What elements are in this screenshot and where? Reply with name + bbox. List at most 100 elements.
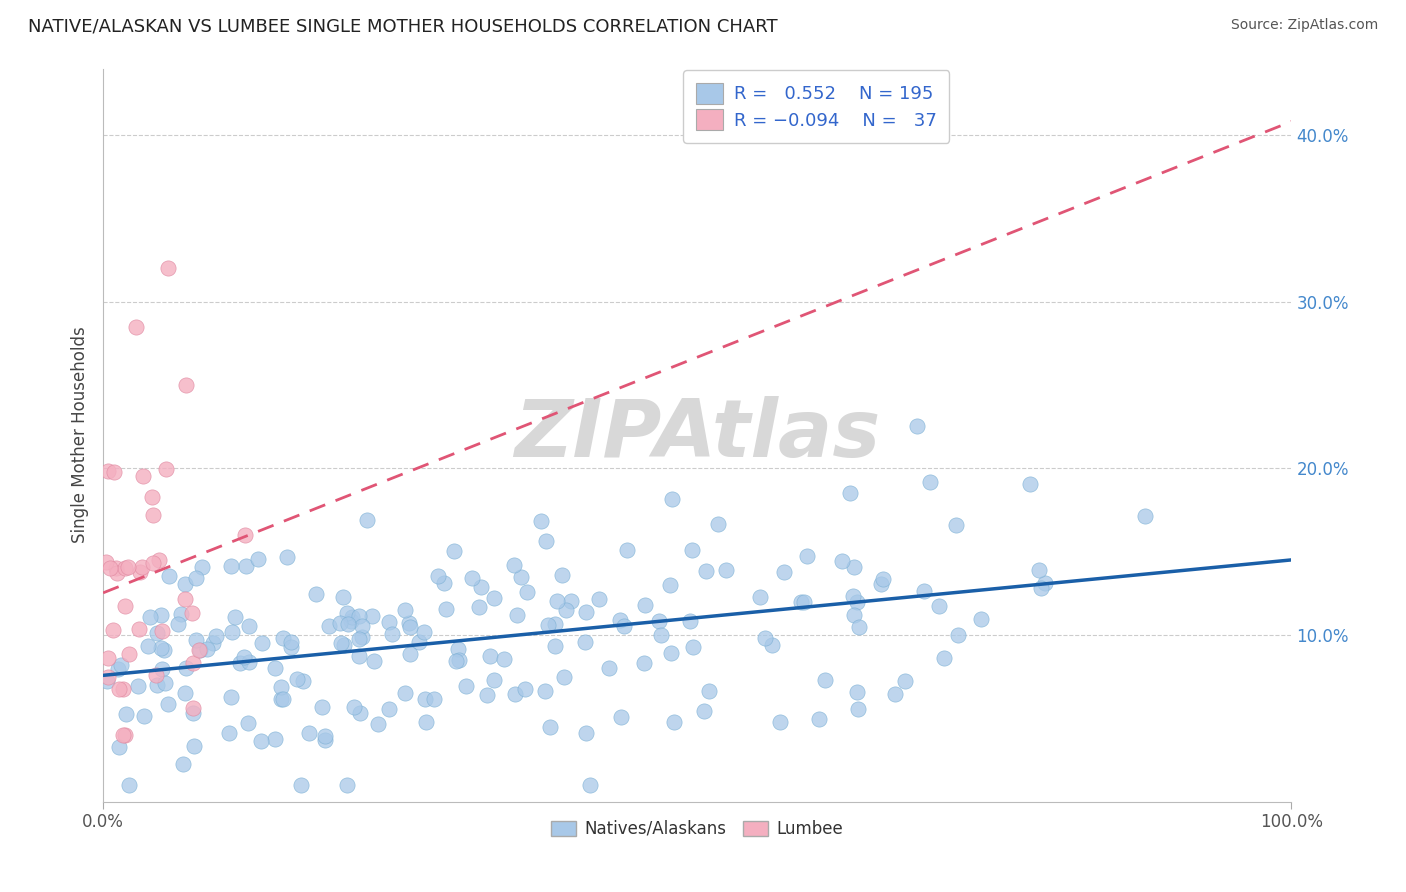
Point [176, 661, 198, 675]
Point [150, 624, 173, 639]
Point [505, 607, 527, 622]
Point [616, 543, 638, 558]
Point [350, 619, 373, 633]
Point [186, 571, 208, 585]
Point [232, 649, 254, 664]
Point [188, 643, 211, 657]
Text: NATIVE/ALASKAN VS LUMBEE SINGLE MOTHER HOUSEHOLDS CORRELATION CHART: NATIVE/ALASKAN VS LUMBEE SINGLE MOTHER H… [28, 18, 778, 36]
Point [378, 702, 401, 716]
Point [790, 594, 813, 608]
Point [443, 543, 465, 558]
Point [848, 620, 870, 634]
Point [153, 675, 176, 690]
Point [679, 614, 702, 628]
Point [108, 740, 131, 755]
Point [946, 628, 969, 642]
Point [103, 465, 125, 479]
Y-axis label: Single Mother Households: Single Mother Households [72, 326, 89, 543]
Point [311, 700, 333, 714]
Point [842, 608, 865, 623]
Point [394, 603, 416, 617]
Point [470, 580, 492, 594]
Point [136, 639, 159, 653]
Point [363, 654, 385, 668]
Point [553, 671, 575, 685]
Point [598, 661, 620, 675]
Point [831, 554, 853, 568]
Point [912, 584, 935, 599]
Point [115, 706, 138, 721]
Point [434, 601, 457, 615]
Point [111, 681, 134, 696]
Point [146, 678, 169, 692]
Point [183, 739, 205, 754]
Point [132, 468, 155, 483]
Point [340, 614, 363, 628]
Point [412, 624, 434, 639]
Point [842, 589, 865, 603]
Point [181, 701, 204, 715]
Point [184, 632, 207, 647]
Point [276, 549, 298, 564]
Point [107, 662, 129, 676]
Point [394, 686, 416, 700]
Point [110, 658, 132, 673]
Point [484, 673, 506, 687]
Point [246, 552, 269, 566]
Point [145, 626, 167, 640]
Point [318, 619, 340, 633]
Point [148, 553, 170, 567]
Point [534, 534, 557, 549]
Point [918, 475, 941, 490]
Point [329, 615, 352, 630]
Point [298, 726, 321, 740]
Point [250, 636, 273, 650]
Point [714, 562, 737, 576]
Point [945, 517, 967, 532]
Point [190, 559, 212, 574]
Point [870, 576, 893, 591]
Point [475, 688, 498, 702]
Point [1029, 581, 1052, 595]
Point [150, 662, 173, 676]
Point [544, 639, 567, 653]
Point [461, 571, 484, 585]
Point [98, 560, 121, 574]
Point [510, 570, 533, 584]
Point [681, 542, 703, 557]
Point [180, 606, 202, 620]
Point [96, 673, 118, 688]
Point [125, 319, 148, 334]
Point [336, 778, 359, 792]
Point [551, 568, 574, 582]
Point [792, 595, 814, 609]
Point [613, 619, 636, 633]
Point [807, 712, 830, 726]
Point [233, 528, 256, 542]
Point [153, 642, 176, 657]
Point [516, 585, 538, 599]
Point [127, 679, 149, 693]
Point [398, 615, 420, 630]
Point [415, 692, 437, 706]
Point [264, 731, 287, 746]
Point [695, 564, 717, 578]
Point [155, 462, 177, 476]
Point [503, 687, 526, 701]
Point [118, 778, 141, 792]
Point [270, 691, 292, 706]
Point [893, 673, 915, 688]
Point [336, 606, 359, 620]
Point [131, 560, 153, 574]
Point [796, 549, 818, 563]
Point [107, 681, 129, 696]
Point [693, 704, 716, 718]
Point [1135, 509, 1157, 524]
Point [142, 556, 165, 570]
Point [633, 656, 655, 670]
Point [332, 590, 354, 604]
Point [224, 610, 246, 624]
Point [408, 634, 430, 648]
Point [107, 566, 129, 580]
Point [769, 714, 792, 729]
